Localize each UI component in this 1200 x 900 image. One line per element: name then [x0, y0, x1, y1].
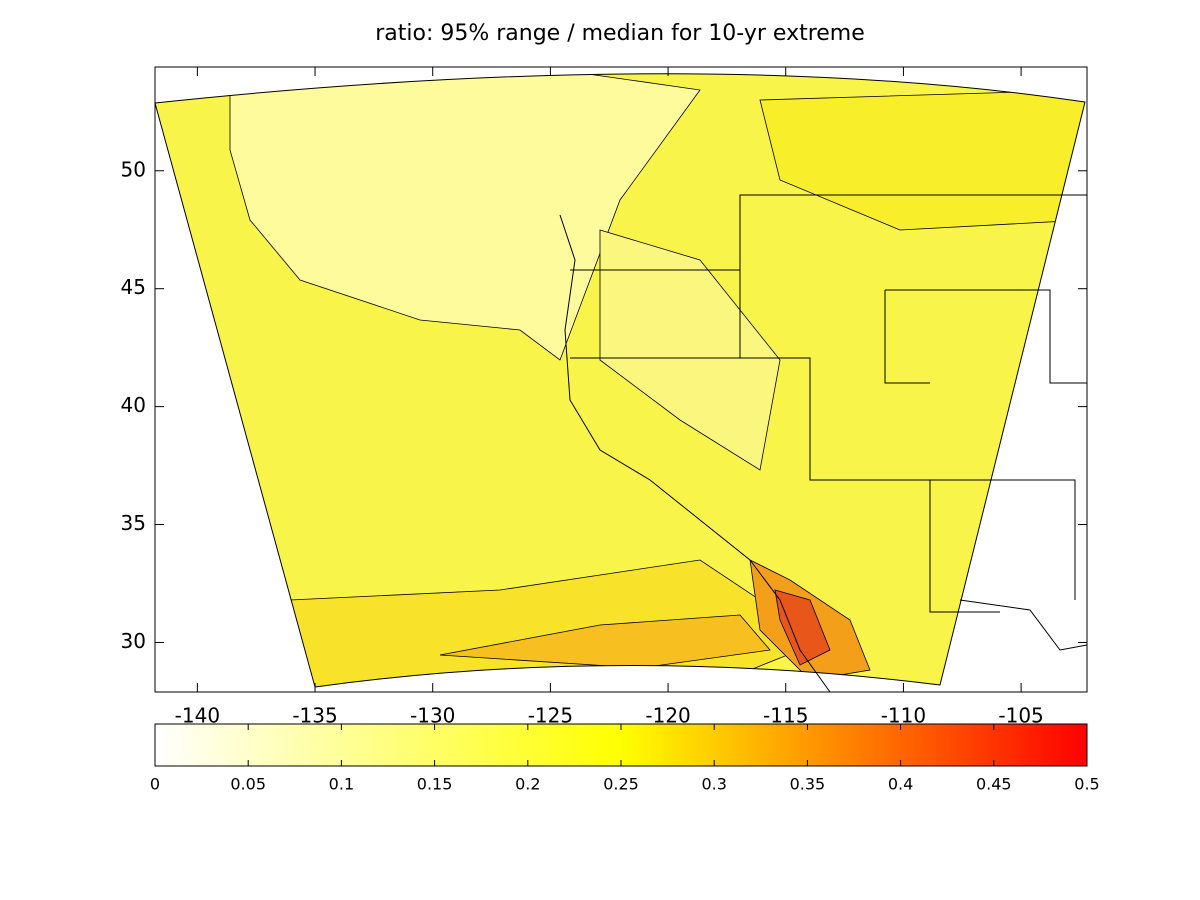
colorbar-tick-label: 0	[150, 775, 160, 794]
colorbar-tick-label: 0.15	[417, 775, 453, 794]
y-tick-label: 35	[121, 511, 146, 535]
x-tick-label: -105	[998, 704, 1043, 728]
colorbar-tick-label: 0.05	[230, 775, 266, 794]
colorbar-tick-label: 0.25	[603, 775, 639, 794]
borders	[559, 194, 1088, 693]
y-tick-label: 40	[121, 393, 146, 417]
x-tick-label: -140	[175, 704, 220, 728]
y-tick-label: 50	[121, 157, 146, 181]
colorbar-tick-label: 0.4	[888, 775, 913, 794]
x-tick-label: -110	[881, 704, 926, 728]
colorbar-tick-label: 0.5	[1074, 775, 1099, 794]
colorbar-tick-label: 0.3	[701, 775, 726, 794]
x-tick-label: -120	[645, 704, 690, 728]
x-tick-label: -135	[292, 704, 337, 728]
x-tick-label: -130	[410, 704, 455, 728]
domain-outline	[154, 73, 1086, 688]
colorbar-tick-label: 0.45	[976, 775, 1012, 794]
chart-title: ratio: 95% range / median for 10-yr extr…	[375, 21, 865, 46]
x-tick-label: -125	[528, 704, 573, 728]
x-tick-label: -115	[763, 704, 808, 728]
colorbar	[154, 723, 1088, 767]
colorbar-tick-label: 0.1	[329, 775, 354, 794]
y-tick-label: 45	[121, 275, 146, 299]
y-tick-label: 30	[121, 629, 146, 653]
colorbar-tick-label: 0.2	[515, 775, 540, 794]
contour-field	[155, 73, 1085, 688]
colorbar-tick-label: 0.35	[790, 775, 826, 794]
